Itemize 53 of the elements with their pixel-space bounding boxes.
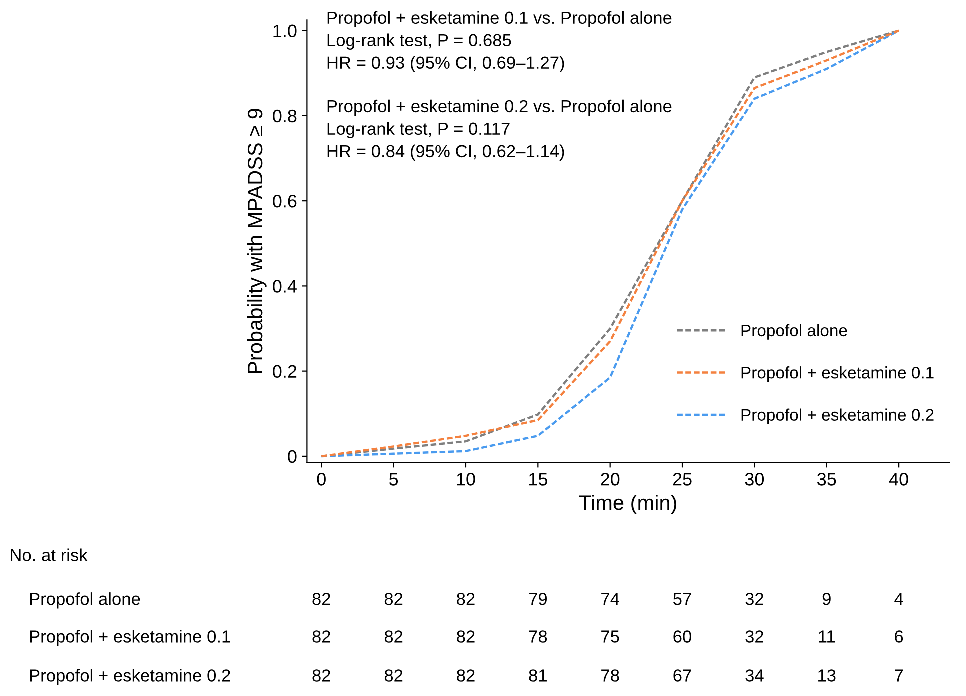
annotation: Propofol + esketamine 0.1 vs. Propofol alone Log-rank test, P = 0.685 HR = 0.93 (95% CI, 0.69–1.27) [328, 11, 672, 72]
text: 32 [746, 593, 764, 606]
y-tick-label: 0 [288, 450, 297, 464]
legend-label: Propofol + esketamine 0.2 [742, 408, 934, 424]
text: 34 [746, 670, 764, 682]
text: 82 [312, 593, 330, 606]
legend-label: Propofol alone [742, 324, 848, 340]
text: Propofol + esketamine 0.1 [30, 630, 230, 646]
text: 81 [529, 670, 547, 682]
text: 60 [674, 630, 692, 643]
text: 4 [894, 593, 904, 606]
y-tick-label: 0.8 [273, 110, 297, 123]
y-tick-label: 0.4 [273, 280, 297, 293]
text: 9 [822, 593, 831, 606]
x-tick-label: 10 [457, 473, 476, 486]
text: Propofol + esketamine 0.2 [30, 669, 230, 686]
text: 82 [384, 670, 403, 682]
text: Propofol alone [30, 592, 140, 609]
y-tick-label: 0.2 [273, 365, 297, 378]
x-tick-label: 15 [529, 473, 548, 486]
text: 57 [674, 593, 692, 606]
x-tick-label: 35 [818, 473, 836, 486]
x-tick-label: 0 [317, 473, 326, 486]
text: 13 [818, 670, 836, 682]
text: 75 [602, 630, 620, 643]
text: 7 [895, 670, 904, 682]
annotation: Propofol + esketamine 0.2 vs. Propofol alone Log-rank test, P = 0.117 HR = 0.84 (95% CI, 0.62–1.14) [328, 100, 672, 161]
legend-label: Propofol + esketamine 0.1 [742, 366, 934, 382]
x-tick-label: 25 [673, 473, 692, 486]
text: 6 [895, 630, 904, 643]
text: 32 [746, 630, 764, 643]
text: 11 [819, 630, 836, 643]
text: 78 [602, 670, 620, 682]
x-tick-label: 40 [889, 473, 908, 486]
y-axis-title: Probability with MPADSS ≥ 9 [247, 109, 267, 374]
text: 82 [312, 670, 330, 682]
text: 82 [312, 630, 330, 643]
text: 82 [457, 630, 475, 643]
text: 82 [384, 593, 403, 606]
text: 67 [674, 670, 692, 682]
text: No. at risk [11, 548, 88, 562]
y-tick-label: 1.0 [274, 24, 297, 38]
text: 82 [384, 630, 403, 643]
x-tick-label: 20 [601, 473, 620, 486]
x-axis-title: Time (min) [579, 494, 676, 514]
text: 79 [529, 593, 547, 606]
text: 78 [529, 630, 548, 643]
text: 74 [602, 593, 620, 606]
x-tick-label: 30 [745, 473, 764, 486]
y-tick-label: 0.6 [273, 195, 297, 208]
text: 82 [457, 593, 475, 606]
text: 82 [457, 670, 475, 682]
x-tick-label: 5 [390, 473, 398, 486]
